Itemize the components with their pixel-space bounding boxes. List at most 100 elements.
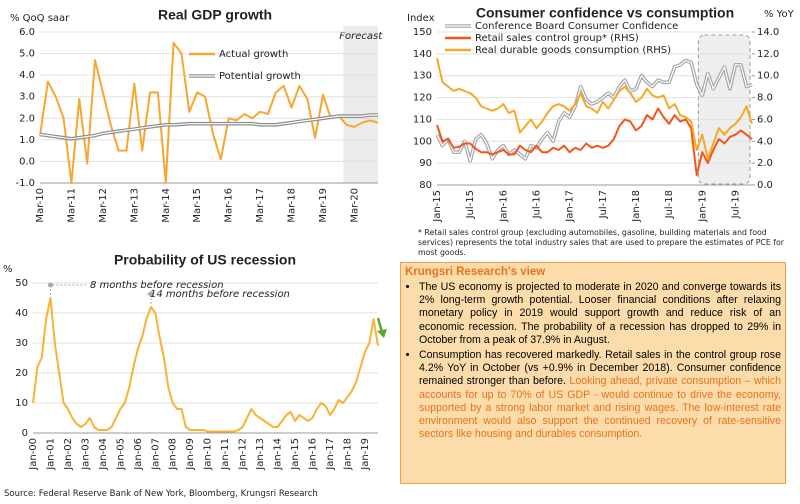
annotation: Forecast — [339, 31, 383, 42]
annotation: 8 months before recession — [90, 280, 224, 291]
y-tick-label: 100 — [413, 136, 432, 147]
chart-title: Real GDP growth — [158, 7, 272, 23]
x-tick-label: Mar-11 — [66, 188, 77, 223]
x-tick-label: Mar-12 — [98, 188, 109, 223]
x-tick-label: Jan-19 — [360, 438, 371, 471]
series-line-inner — [39, 114, 378, 140]
x-tick-label: Jan-15 — [432, 190, 443, 223]
y-axis-label: Index — [407, 13, 435, 24]
y-tick-label: 150 — [413, 27, 432, 38]
legend-label: Real durable goods consumption (RHS) — [475, 45, 671, 56]
x-tick-label: Mar-20 — [349, 188, 360, 223]
y-tick-label: 30 — [15, 338, 28, 349]
y-tick-label: 6.0 — [19, 27, 35, 38]
y2-tick-label: 14.0 — [757, 27, 779, 38]
x-tick-label: Jan-16 — [498, 190, 509, 223]
annotation-leader — [49, 284, 86, 295]
x-tick-label: Jan-18 — [631, 190, 642, 223]
y-tick-label: 140 — [413, 49, 432, 60]
x-tick-label: Jan-04 — [98, 438, 109, 471]
y-tick-label: 40 — [15, 308, 28, 319]
x-tick-label: Jan-03 — [80, 438, 91, 471]
bullet: Consumption has recovered markedly. Reta… — [419, 349, 781, 441]
trend-arrowhead — [377, 329, 387, 338]
x-tick-label: Mar-18 — [287, 188, 298, 223]
y2-tick-label: 12.0 — [757, 49, 779, 60]
chart-title: Consumer confidence vs consumption — [476, 5, 734, 21]
series-line-inner — [436, 59, 753, 164]
annotation-dot — [148, 291, 154, 297]
series-line — [32, 297, 379, 433]
y-axis-label: % — [3, 264, 13, 275]
x-tick-label: Jan-00 — [28, 438, 39, 471]
x-tick-label: Mar-13 — [129, 188, 140, 223]
y-tick-label: 20 — [15, 368, 28, 379]
x-tick-label: Jan-19 — [697, 190, 708, 223]
x-tick-label: Jan-17 — [565, 190, 576, 223]
legend-label: Retail sales control group* (RHS) — [475, 33, 639, 44]
x-tick-label: Jan-16 — [307, 438, 318, 471]
x-tick-label: Jan-17 — [325, 438, 336, 471]
y-tick-label: 80 — [419, 180, 432, 191]
x-tick-label: Jul-18 — [664, 190, 675, 219]
y-tick-label: -1.0 — [15, 178, 35, 189]
annotation-dot — [47, 282, 53, 288]
y2-tick-label: 6.0 — [757, 114, 773, 125]
x-tick-label: Mar-10 — [35, 188, 46, 223]
legend-label: Potential growth — [219, 71, 301, 82]
legend-label: Conference Board Consumer Confidence — [475, 21, 678, 32]
y-tick-label: 0.0 — [19, 156, 35, 167]
x-tick-label: Mar-19 — [318, 188, 329, 223]
trend-arrow — [376, 317, 384, 333]
x-tick-label: Mar-14 — [161, 188, 172, 223]
x-tick-label: Jan-09 — [185, 438, 196, 471]
y-axis-label: % QoQ saar — [10, 13, 70, 24]
y-tick-label: 0 — [22, 428, 28, 439]
x-tick-label: Mar-15 — [192, 188, 203, 223]
x-tick-label: Jan-13 — [255, 438, 266, 471]
x-tick-label: Mar-17 — [255, 188, 266, 223]
y2-tick-label: 0.0 — [757, 180, 773, 191]
y-tick-label: 1.0 — [19, 135, 35, 146]
footnote: * Retail sales control group (excluding … — [418, 228, 785, 257]
y2-tick-label: 10.0 — [757, 71, 779, 82]
series-line — [436, 107, 753, 177]
text-box: Krungsri Research's view The US economy … — [400, 262, 786, 484]
x-tick-label: Mar-16 — [224, 188, 235, 223]
y-tick-label: 5.0 — [19, 49, 35, 60]
annotation: 14 months before recession — [150, 289, 290, 300]
y-tick-label: 10 — [15, 398, 28, 409]
y-tick-label: 50 — [15, 278, 28, 289]
x-tick-label: Jan-18 — [342, 438, 353, 471]
x-tick-label: Jan-14 — [273, 438, 284, 471]
x-tick-label: Jan-08 — [168, 438, 179, 471]
chart-title: Probability of US recession — [114, 252, 296, 268]
bullet-text: Looking ahead, private consumption – whi… — [419, 375, 781, 441]
forecast-shade — [343, 26, 378, 183]
y-tick-label: 3.0 — [19, 92, 35, 103]
x-tick-label: Jan-15 — [290, 438, 301, 471]
legend-label: Actual growth — [219, 49, 288, 60]
x-tick-label: Jul-17 — [598, 190, 609, 219]
x-tick-label: Jul-15 — [465, 190, 476, 219]
x-tick-label: Jan-02 — [63, 438, 74, 471]
x-tick-label: Jan-05 — [115, 438, 126, 471]
x-tick-label: Jan-12 — [238, 438, 249, 471]
y-tick-label: 4.0 — [19, 70, 35, 81]
x-tick-label: Jan-11 — [220, 438, 231, 471]
x-tick-label: Jan-06 — [133, 438, 144, 471]
bullet-text: The US economy is projected to moderate … — [419, 281, 781, 346]
source: Source: Federal Reserve Bank of New York… — [4, 489, 318, 499]
y-tick-label: 110 — [413, 114, 432, 125]
y-tick-label: 2.0 — [19, 113, 35, 124]
y2-tick-label: 8.0 — [757, 93, 773, 104]
x-tick-label: Jan-01 — [45, 438, 56, 471]
y-tick-label: 90 — [419, 158, 432, 169]
x-tick-label: Jan-07 — [150, 438, 161, 471]
y-tick-label: 130 — [413, 71, 432, 82]
series-line — [39, 41, 379, 184]
y-tick-label: 120 — [413, 93, 432, 104]
y2-tick-label: 2.0 — [757, 158, 773, 169]
series-line — [436, 57, 753, 160]
